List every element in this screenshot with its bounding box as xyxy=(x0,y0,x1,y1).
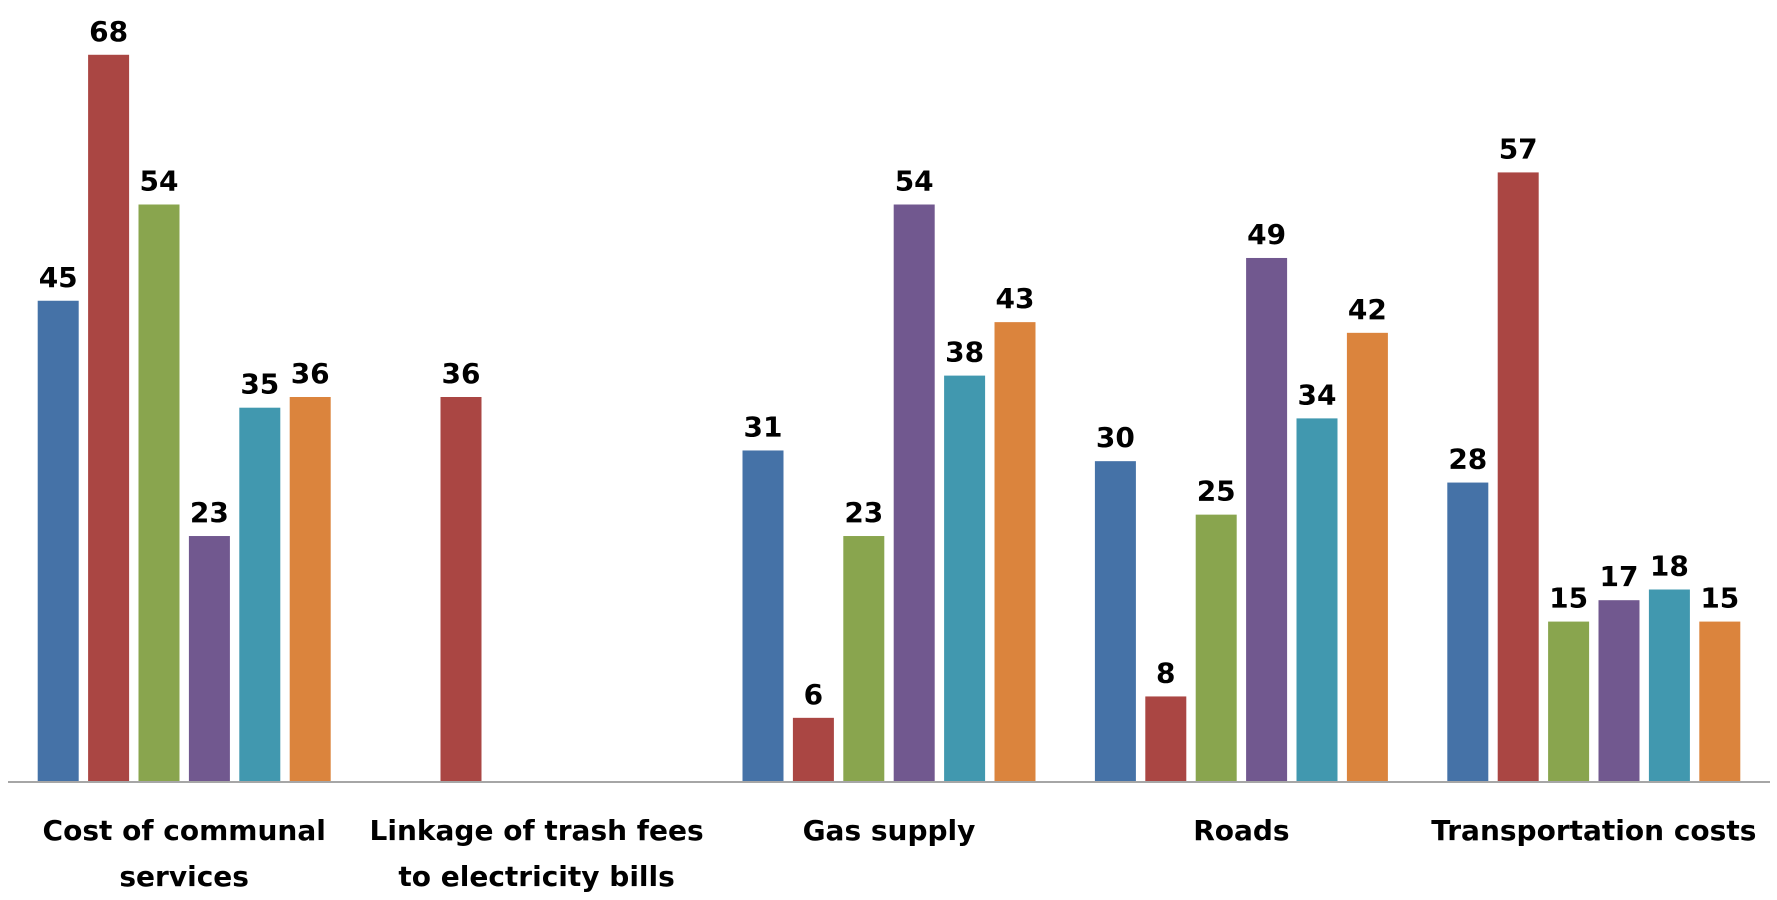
x-tick-label: Roads xyxy=(1193,814,1290,847)
bar xyxy=(1598,600,1640,782)
data-label: 57 xyxy=(1499,132,1538,165)
bar xyxy=(37,300,79,782)
bar xyxy=(843,536,885,782)
bar xyxy=(1346,332,1388,782)
data-label: 36 xyxy=(442,357,481,390)
data-label: 18 xyxy=(1650,550,1689,583)
bar xyxy=(1246,257,1288,782)
bar xyxy=(1497,172,1539,782)
bar xyxy=(792,717,834,782)
bar xyxy=(440,397,482,782)
data-label: 34 xyxy=(1298,378,1337,411)
data-label: 15 xyxy=(1700,582,1739,615)
bar xyxy=(893,204,935,782)
data-label: 43 xyxy=(996,282,1035,315)
data-label: 23 xyxy=(190,496,229,529)
bar xyxy=(88,54,130,783)
data-label: 35 xyxy=(240,368,279,401)
bar xyxy=(1447,482,1489,782)
x-tick-label: Gas supply xyxy=(802,814,976,847)
x-tick-label: Transportation costs xyxy=(1431,814,1757,847)
data-label: 6 xyxy=(804,678,823,711)
bar xyxy=(1548,621,1590,782)
data-label: 25 xyxy=(1197,475,1236,508)
bar xyxy=(239,407,281,782)
bar xyxy=(289,397,331,782)
data-label: 38 xyxy=(945,336,984,369)
data-label: 23 xyxy=(844,496,883,529)
x-tick-label: Linkage of trash fees to electricity bil… xyxy=(369,814,704,893)
data-label: 54 xyxy=(895,165,934,198)
bar xyxy=(1296,418,1338,782)
bar xyxy=(944,375,986,782)
data-label: 42 xyxy=(1348,293,1387,326)
data-label: 68 xyxy=(89,15,128,48)
bar xyxy=(1648,589,1690,782)
data-label: 8 xyxy=(1156,656,1175,689)
bar xyxy=(1699,621,1741,782)
bar xyxy=(1094,461,1136,782)
bar xyxy=(1195,514,1237,782)
data-label: 49 xyxy=(1247,218,1286,251)
bar xyxy=(138,204,180,782)
bar xyxy=(1145,696,1187,782)
data-label: 31 xyxy=(744,410,783,443)
bar xyxy=(188,536,230,782)
bar xyxy=(742,450,784,782)
data-label: 45 xyxy=(39,261,78,294)
data-label: 30 xyxy=(1096,421,1135,454)
data-label: 28 xyxy=(1448,443,1487,476)
bar xyxy=(994,322,1036,782)
data-label: 17 xyxy=(1600,560,1639,593)
x-tick-label: Cost of communal services xyxy=(42,814,326,893)
data-label: 54 xyxy=(140,165,179,198)
data-label: 36 xyxy=(291,357,330,390)
data-label: 15 xyxy=(1549,582,1588,615)
